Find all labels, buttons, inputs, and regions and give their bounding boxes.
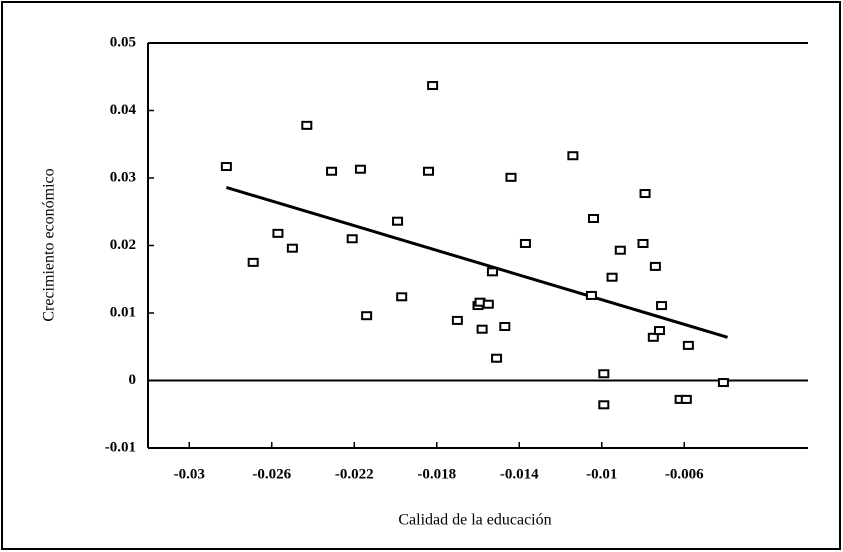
- point: [598, 400, 610, 410]
- point: [491, 353, 503, 363]
- point: [680, 394, 692, 404]
- y-tick-label: 0.03: [110, 169, 136, 185]
- x-tick-label: -0.026: [252, 466, 291, 482]
- x-tick-label: -0.03: [174, 466, 205, 482]
- x-axis-label: Calidad de la educación: [398, 512, 551, 529]
- point: [585, 290, 597, 300]
- point: [476, 324, 488, 334]
- y-tick-label: 0.04: [110, 102, 137, 118]
- y-tick-label: 0.01: [110, 304, 136, 320]
- x-tick-label: -0.01: [586, 466, 617, 482]
- point: [392, 216, 404, 226]
- point: [567, 151, 579, 161]
- y-tick-label: 0.02: [110, 237, 136, 253]
- x-tick-label: -0.022: [335, 466, 374, 482]
- x-tick-label: -0.018: [417, 466, 456, 482]
- x-tick-label: -0.014: [500, 466, 539, 482]
- point: [598, 369, 610, 379]
- point: [717, 378, 729, 388]
- trend-line: [225, 186, 728, 339]
- point: [427, 81, 439, 91]
- point: [519, 238, 531, 248]
- point: [326, 166, 338, 176]
- point: [346, 234, 358, 244]
- point: [301, 120, 313, 130]
- y-tick-label: -0.01: [105, 439, 136, 455]
- point: [637, 238, 649, 248]
- point: [396, 292, 408, 302]
- point: [486, 267, 498, 277]
- point: [220, 162, 232, 172]
- x-tick-label: -0.006: [665, 466, 704, 482]
- point: [606, 272, 618, 282]
- point: [286, 243, 298, 253]
- point: [649, 261, 661, 271]
- y-tick-label: 0: [129, 372, 137, 388]
- point: [354, 164, 366, 174]
- y-axis-label: Crecimiento económico: [41, 168, 58, 321]
- point: [656, 301, 668, 311]
- point: [639, 189, 651, 199]
- point: [451, 315, 463, 325]
- y-tick-label: 0.05: [110, 34, 136, 50]
- point: [272, 228, 284, 238]
- point: [654, 326, 665, 336]
- point: [614, 245, 626, 255]
- point: [247, 257, 259, 267]
- point: [361, 311, 373, 321]
- point: [423, 166, 434, 176]
- point: [647, 332, 659, 342]
- point: [682, 340, 694, 350]
- point: [588, 214, 599, 223]
- point: [482, 299, 494, 309]
- point: [505, 172, 517, 182]
- point: [499, 322, 511, 331]
